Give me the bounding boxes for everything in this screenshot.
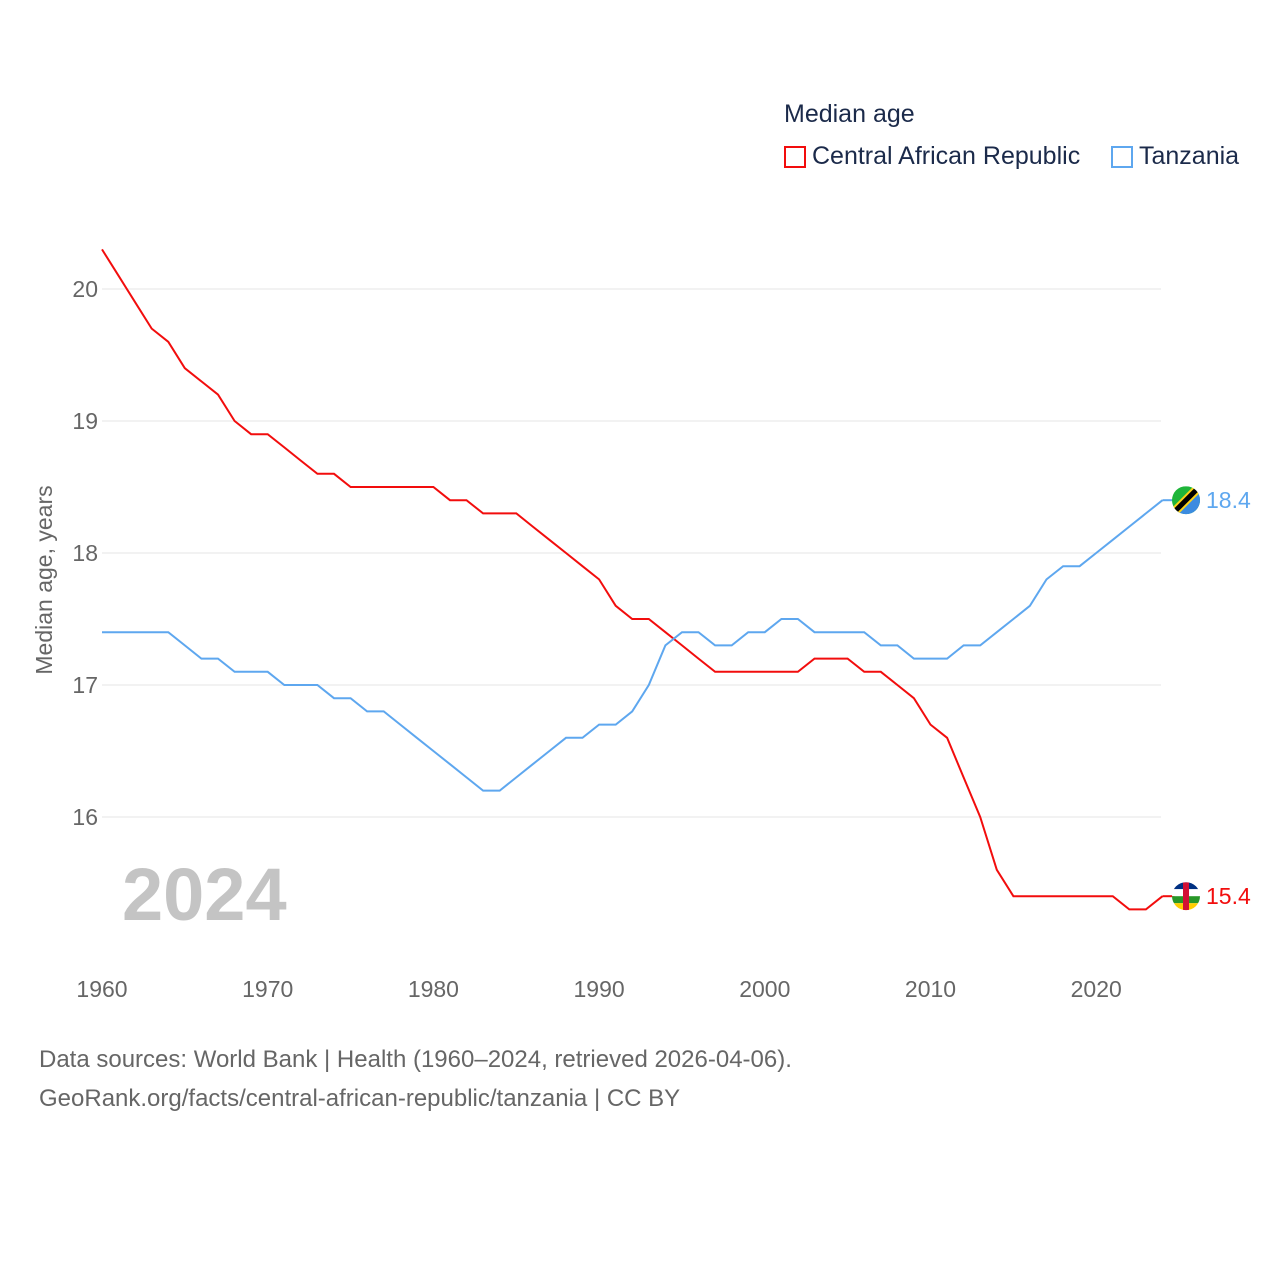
x-tick-label: 2010 xyxy=(905,976,956,1002)
end-value-label: 15.4 xyxy=(1206,883,1251,909)
series-line-car[interactable] xyxy=(101,248,1164,911)
y-tick-label: 17 xyxy=(72,672,98,698)
source-line-1: Data sources: World Bank | Health (1960–… xyxy=(39,1046,792,1073)
x-tick-label: 1970 xyxy=(242,976,293,1002)
y-axis-label: Median age, years xyxy=(31,485,57,674)
legend-swatch xyxy=(784,145,806,168)
legend-label: Tanzania xyxy=(1139,142,1240,170)
x-tick-label: 2000 xyxy=(739,976,790,1002)
legend-item-car[interactable]: Central African Republic xyxy=(784,142,1080,171)
legend-title: Median age xyxy=(784,100,915,128)
x-tick-label: 1960 xyxy=(76,976,127,1002)
x-tick-label: 2020 xyxy=(1071,976,1122,1002)
y-tick-label: 19 xyxy=(72,408,98,434)
tanzania-flag-icon xyxy=(1172,486,1200,515)
car-flag-icon xyxy=(1172,882,1200,911)
legend-item-tanzania[interactable]: Tanzania xyxy=(1111,142,1239,171)
x-tick-label: 1990 xyxy=(574,976,625,1002)
legend-swatch xyxy=(1111,145,1133,168)
y-tick-label: 18 xyxy=(72,540,98,566)
series-line-tanzania[interactable] xyxy=(102,499,1164,792)
source-line-2[interactable]: GeoRank.org/facts/central-african-republ… xyxy=(39,1085,681,1112)
year-watermark: 2024 xyxy=(122,853,287,936)
y-tick-label: 20 xyxy=(72,276,98,302)
end-value-label: 18.4 xyxy=(1206,487,1251,513)
y-tick-label: 16 xyxy=(72,804,98,830)
x-tick-label: 1980 xyxy=(408,976,459,1002)
legend-label: Central African Republic xyxy=(812,142,1081,170)
